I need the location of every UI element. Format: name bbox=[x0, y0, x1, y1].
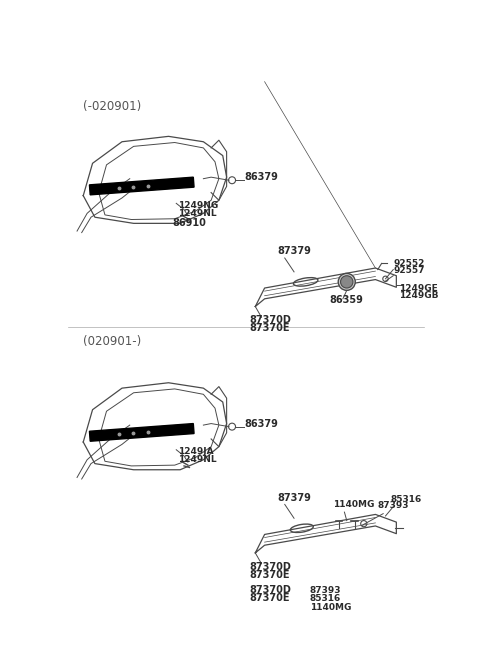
Text: 87370D: 87370D bbox=[249, 585, 291, 595]
Text: 87370E: 87370E bbox=[249, 593, 289, 603]
Text: 87393: 87393 bbox=[378, 501, 409, 510]
Text: 87370D: 87370D bbox=[249, 316, 291, 326]
Polygon shape bbox=[89, 177, 194, 195]
Text: 86379: 86379 bbox=[244, 419, 278, 428]
Text: 87370D: 87370D bbox=[249, 562, 291, 572]
Polygon shape bbox=[89, 424, 194, 441]
Text: 85316: 85316 bbox=[391, 495, 422, 504]
Text: (020901-): (020901-) bbox=[83, 335, 142, 348]
Text: 87379: 87379 bbox=[277, 493, 311, 502]
Text: 1249GE: 1249GE bbox=[399, 284, 437, 293]
Text: 87379: 87379 bbox=[277, 246, 311, 256]
Text: 87393: 87393 bbox=[310, 586, 341, 595]
Text: 1249NL: 1249NL bbox=[178, 455, 216, 464]
Text: 1140MG: 1140MG bbox=[333, 500, 374, 509]
Text: 1140MG: 1140MG bbox=[310, 603, 351, 612]
Circle shape bbox=[340, 276, 353, 288]
Text: 1249JA: 1249JA bbox=[178, 447, 214, 457]
Text: 87370E: 87370E bbox=[249, 570, 289, 580]
Text: 1249NG: 1249NG bbox=[178, 201, 218, 210]
Text: 85316: 85316 bbox=[310, 595, 341, 603]
Text: 92552: 92552 bbox=[393, 259, 425, 269]
Circle shape bbox=[338, 273, 355, 290]
Text: 1249NL: 1249NL bbox=[178, 209, 216, 217]
Text: 1249GB: 1249GB bbox=[399, 291, 438, 300]
Text: 87370E: 87370E bbox=[249, 323, 289, 333]
Text: 92557: 92557 bbox=[393, 266, 425, 274]
Text: 86379: 86379 bbox=[244, 172, 278, 182]
Text: (-020901): (-020901) bbox=[83, 100, 142, 113]
Text: 86359: 86359 bbox=[330, 295, 363, 305]
Text: 86910: 86910 bbox=[172, 218, 206, 229]
